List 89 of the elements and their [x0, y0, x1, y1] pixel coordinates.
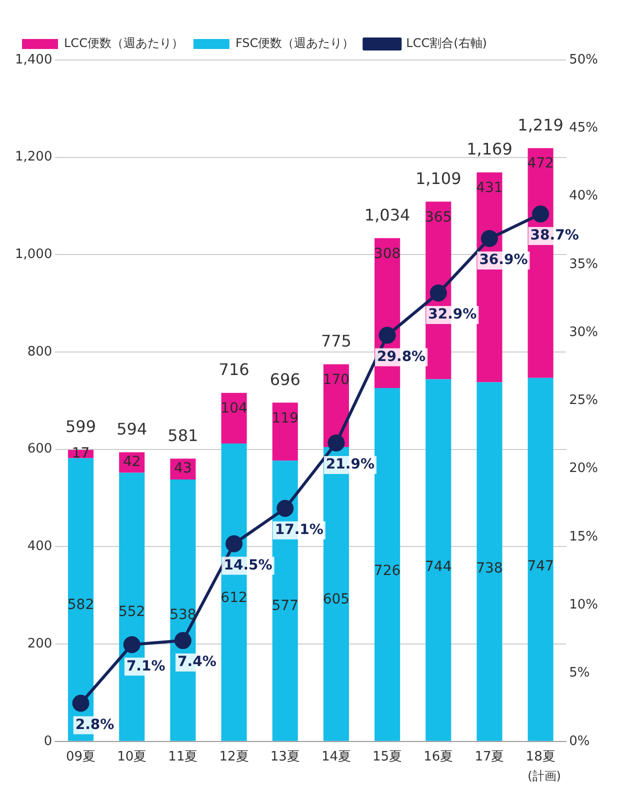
data-label: 119: [272, 410, 298, 426]
data-label: 365: [425, 209, 452, 226]
y-tick-label: 0: [44, 734, 52, 749]
total-label: 696: [270, 370, 300, 389]
data-label: 744: [425, 558, 452, 575]
point: [480, 230, 498, 248]
x-tick-label: 15夏: [372, 750, 402, 765]
y2-tick-label: 5%: [569, 666, 590, 681]
y2-tick-label: 30%: [569, 324, 598, 340]
total-label: 581: [168, 426, 198, 445]
x-tick-label: 11夏: [168, 750, 198, 765]
legend-label: LCC便数（週あたり）: [64, 36, 184, 50]
y-tick-label: 400: [27, 539, 52, 554]
data-label: 36.9%: [479, 252, 528, 268]
data-label: 577: [272, 598, 298, 614]
point: [378, 326, 396, 344]
total-label: 716: [218, 360, 250, 380]
total-label: 1,109: [415, 168, 462, 188]
y-tick-label: 1,400: [15, 52, 52, 68]
data-label: 7.1%: [126, 658, 166, 674]
total-label: 1,034: [364, 205, 410, 224]
y2-tick-label: 50%: [569, 52, 598, 68]
data-label: 472: [527, 156, 554, 172]
data-label: 747: [527, 558, 554, 574]
legend-label: LCC割合(右軸): [406, 36, 487, 50]
data-label: 431: [476, 180, 503, 196]
data-label: 170: [322, 372, 350, 388]
x-tick-label: 18夏: [526, 750, 556, 765]
total-label: 599: [65, 417, 96, 436]
data-label: 2.8%: [75, 716, 114, 733]
y2-tick-label: 35%: [569, 256, 598, 272]
y2-tick-label: 10%: [569, 597, 598, 612]
data-label: 552: [118, 604, 146, 620]
point: [276, 500, 294, 517]
x-tick-label: 12夏: [219, 750, 249, 765]
data-label: 42: [122, 454, 141, 470]
data-label: 582: [67, 596, 94, 613]
point: [226, 535, 243, 552]
point: [532, 205, 550, 222]
data-label: 17.1%: [274, 522, 324, 538]
x-tick-label: 17夏: [474, 750, 504, 765]
x-tick-label: 16夏: [424, 750, 454, 765]
y-tick-label: 1,200: [15, 150, 52, 165]
data-label: 726: [374, 563, 401, 580]
bar: [426, 379, 452, 741]
y-tick-label: 1,000: [15, 247, 52, 262]
point: [72, 694, 90, 712]
y2-tick-label: 25%: [569, 393, 598, 408]
data-label: 612: [220, 590, 248, 606]
x-tick-label: 09夏: [66, 750, 96, 765]
bar: [374, 388, 400, 741]
y-tick-label: 800: [27, 344, 52, 360]
bar: [476, 382, 502, 741]
data-label: 14.5%: [224, 557, 272, 574]
data-label: 104: [220, 400, 248, 417]
data-label: 538: [170, 607, 196, 624]
bar: [528, 378, 554, 741]
data-label: 605: [322, 591, 350, 608]
total-label: 775: [320, 331, 352, 350]
bar: [272, 402, 298, 461]
y2-tick-label: 20%: [569, 461, 598, 476]
data-label: 43: [174, 460, 192, 477]
bar: [221, 392, 247, 444]
data-label: 17: [72, 446, 90, 462]
data-label: 7.4%: [178, 654, 216, 670]
y2-tick-label: 0%: [569, 734, 590, 749]
legend-label: FSC便数（週あたり）: [235, 36, 354, 50]
data-label: 308: [374, 246, 401, 262]
point: [430, 284, 447, 302]
y2-tick-label: 45%: [569, 120, 598, 136]
total-label: 1,219: [518, 115, 564, 134]
text: (計画): [526, 768, 562, 785]
x-tick-label: 10夏: [117, 750, 147, 765]
data-label: 29.8%: [377, 348, 426, 365]
total-label: 1,169: [466, 140, 512, 159]
y2-tick-label: 15%: [569, 529, 598, 544]
data-label: 32.9%: [428, 306, 477, 323]
data-label: 738: [476, 560, 503, 576]
total-label: 594: [116, 419, 148, 438]
point: [123, 636, 140, 654]
x-tick-label: 13夏: [270, 750, 300, 765]
y2-tick-label: 40%: [569, 188, 598, 204]
point: [174, 632, 192, 650]
y-tick-label: 200: [27, 636, 52, 652]
y-tick-label: 600: [27, 442, 52, 457]
x-tick-label: 14夏: [321, 750, 351, 765]
point: [328, 434, 345, 452]
data-label: 38.7%: [530, 228, 579, 244]
data-label: 21.9%: [326, 456, 374, 473]
